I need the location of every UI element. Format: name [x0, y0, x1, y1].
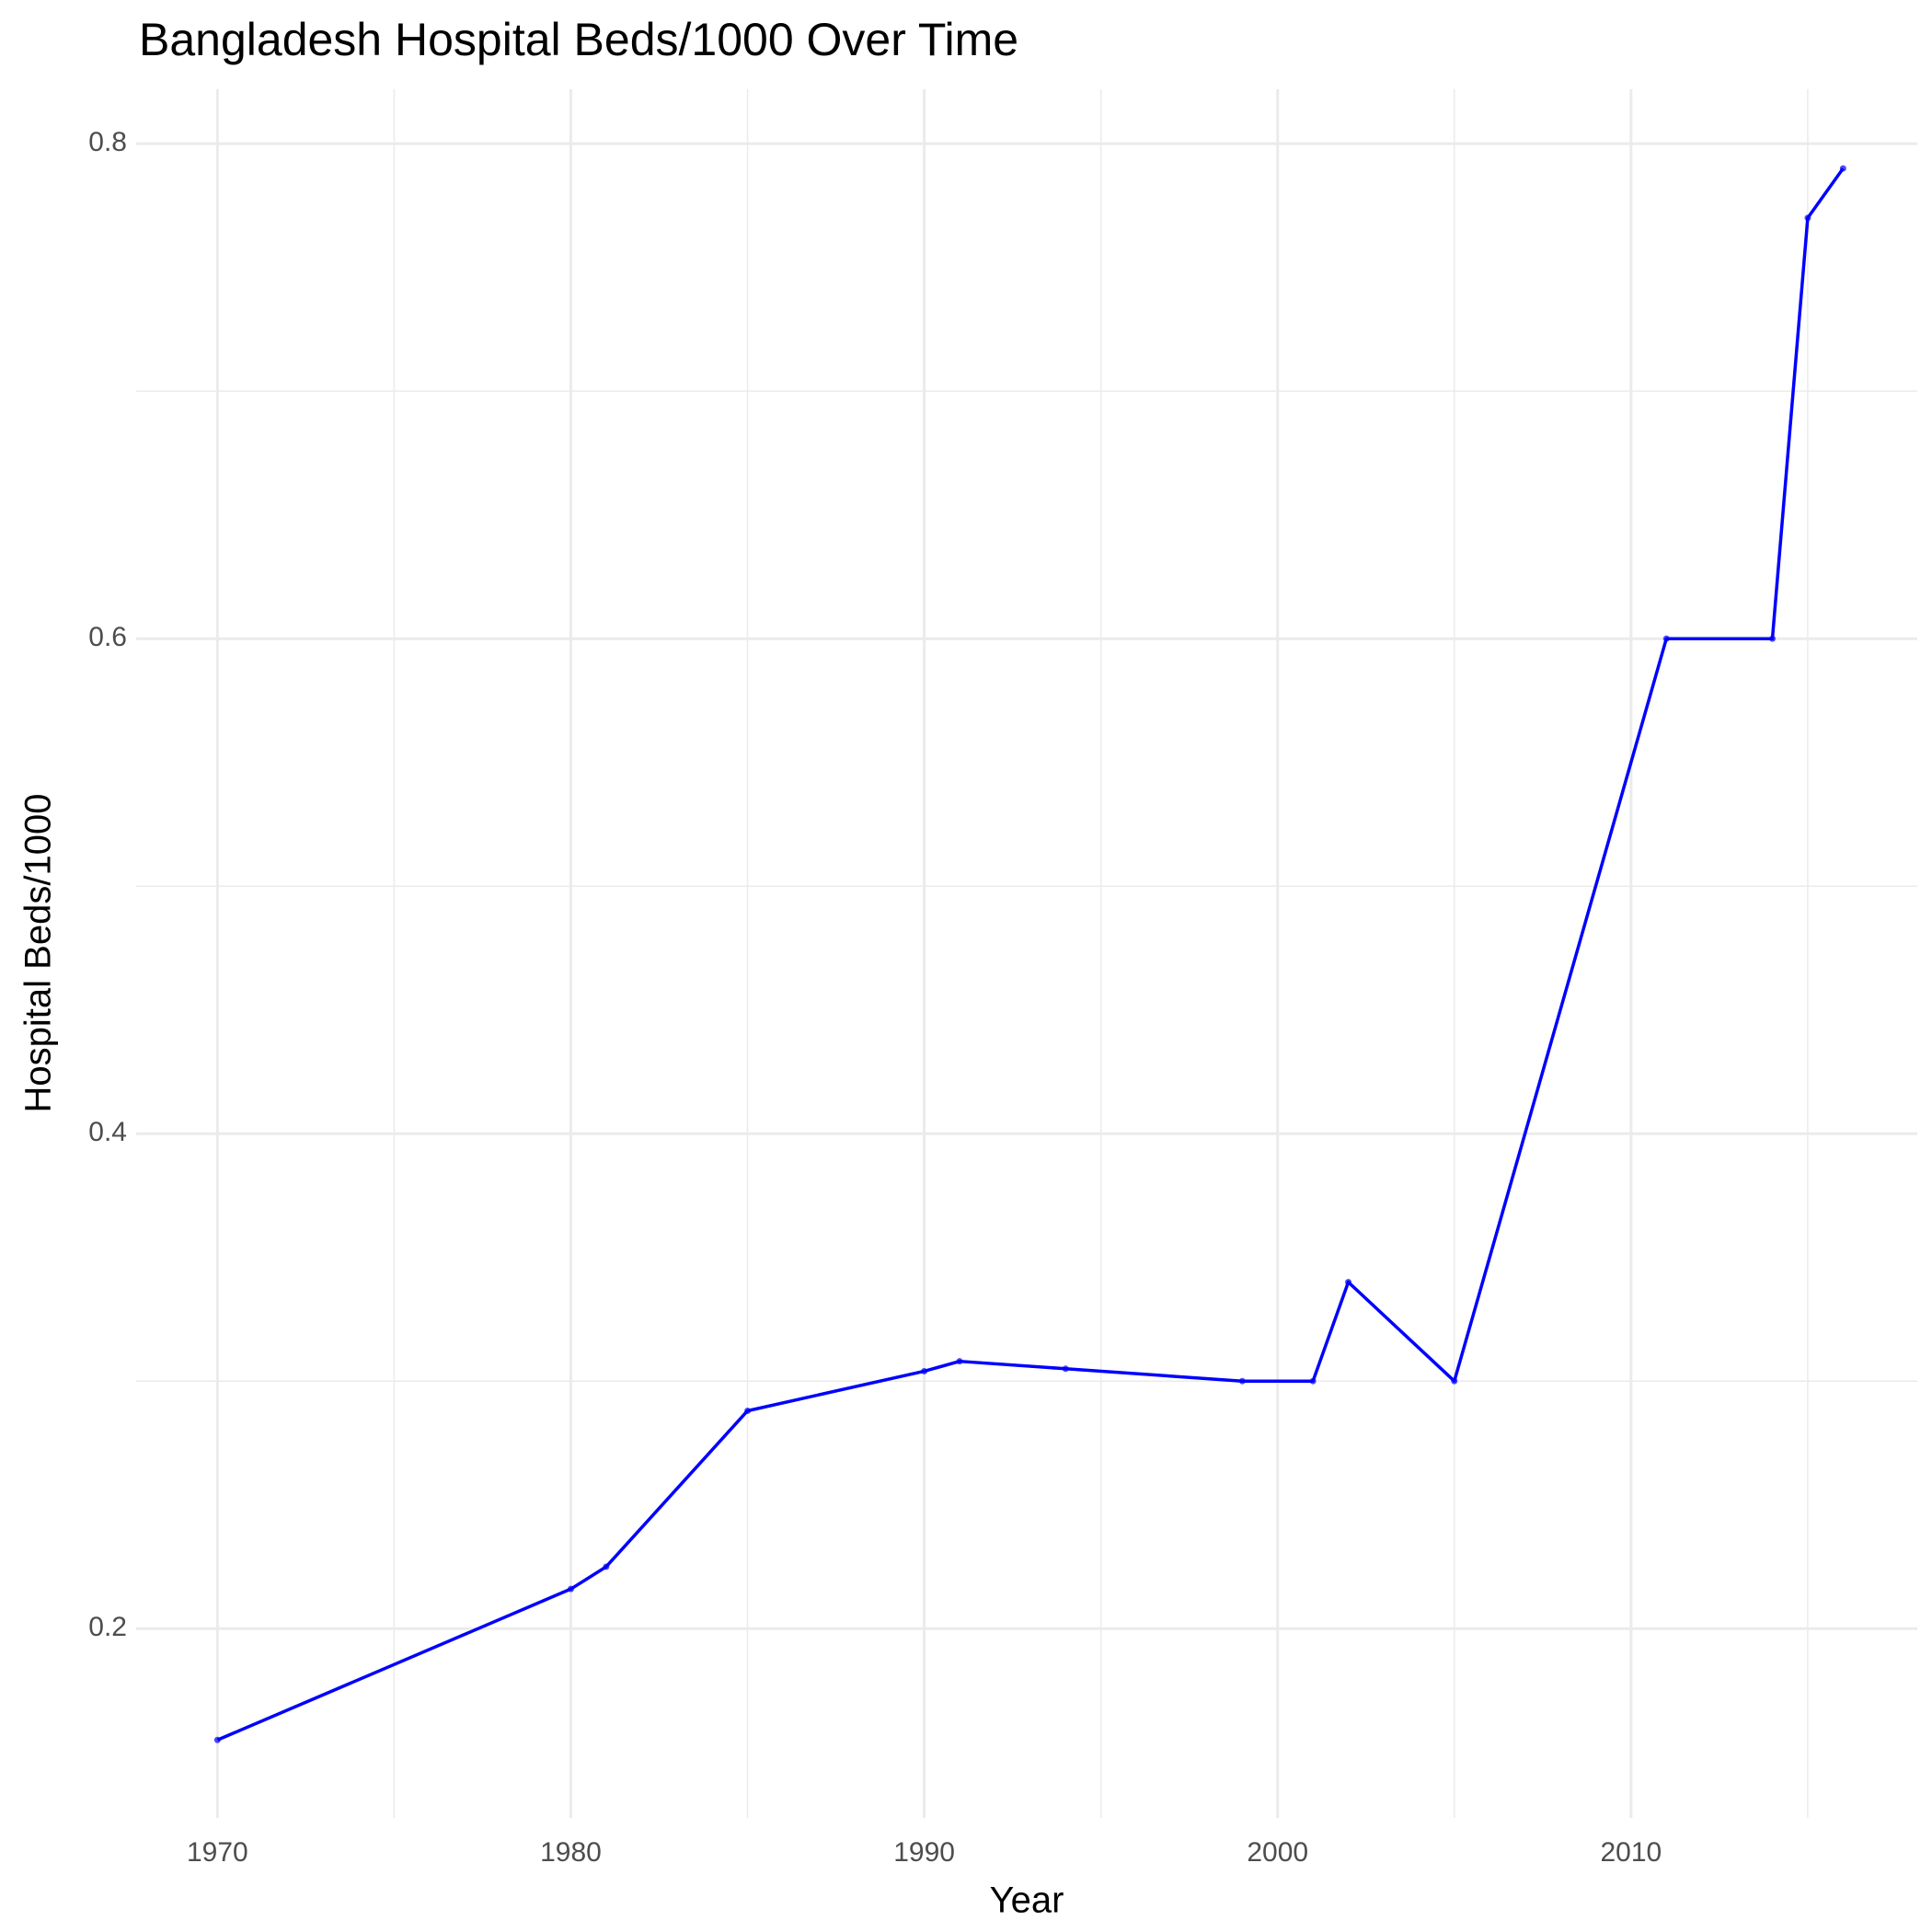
point — [1309, 1377, 1317, 1385]
point — [1662, 635, 1670, 642]
point — [567, 1585, 574, 1593]
x-tick-label: 1980 — [540, 1837, 602, 1868]
y-tick-label: 0.2 — [88, 1612, 127, 1642]
point — [1769, 635, 1777, 642]
chart-title: Bangladesh Hospital Beds/1000 Over Time — [139, 14, 1018, 65]
point — [956, 1358, 963, 1365]
point — [1839, 165, 1846, 172]
x-tick-label: 1990 — [893, 1837, 955, 1868]
point — [1451, 1377, 1458, 1385]
point — [1062, 1365, 1069, 1373]
y-tick-label: 0.6 — [88, 622, 127, 652]
x-tick-label: 1970 — [187, 1837, 248, 1868]
x-axis-title: Year — [990, 1880, 1064, 1921]
point — [1238, 1377, 1246, 1385]
x-tick-label: 2000 — [1247, 1837, 1308, 1868]
point — [1804, 214, 1811, 222]
point — [1345, 1279, 1352, 1286]
y-tick-label: 0.8 — [88, 127, 127, 157]
point — [921, 1367, 928, 1374]
line — [216, 167, 1845, 1742]
point — [744, 1407, 752, 1414]
y-axis-title: Hospital Beds/1000 — [18, 794, 59, 1113]
x-tick-label: 2010 — [1600, 1837, 1662, 1868]
y-tick-label: 0.4 — [88, 1117, 127, 1147]
point — [603, 1563, 610, 1570]
point — [213, 1736, 221, 1743]
